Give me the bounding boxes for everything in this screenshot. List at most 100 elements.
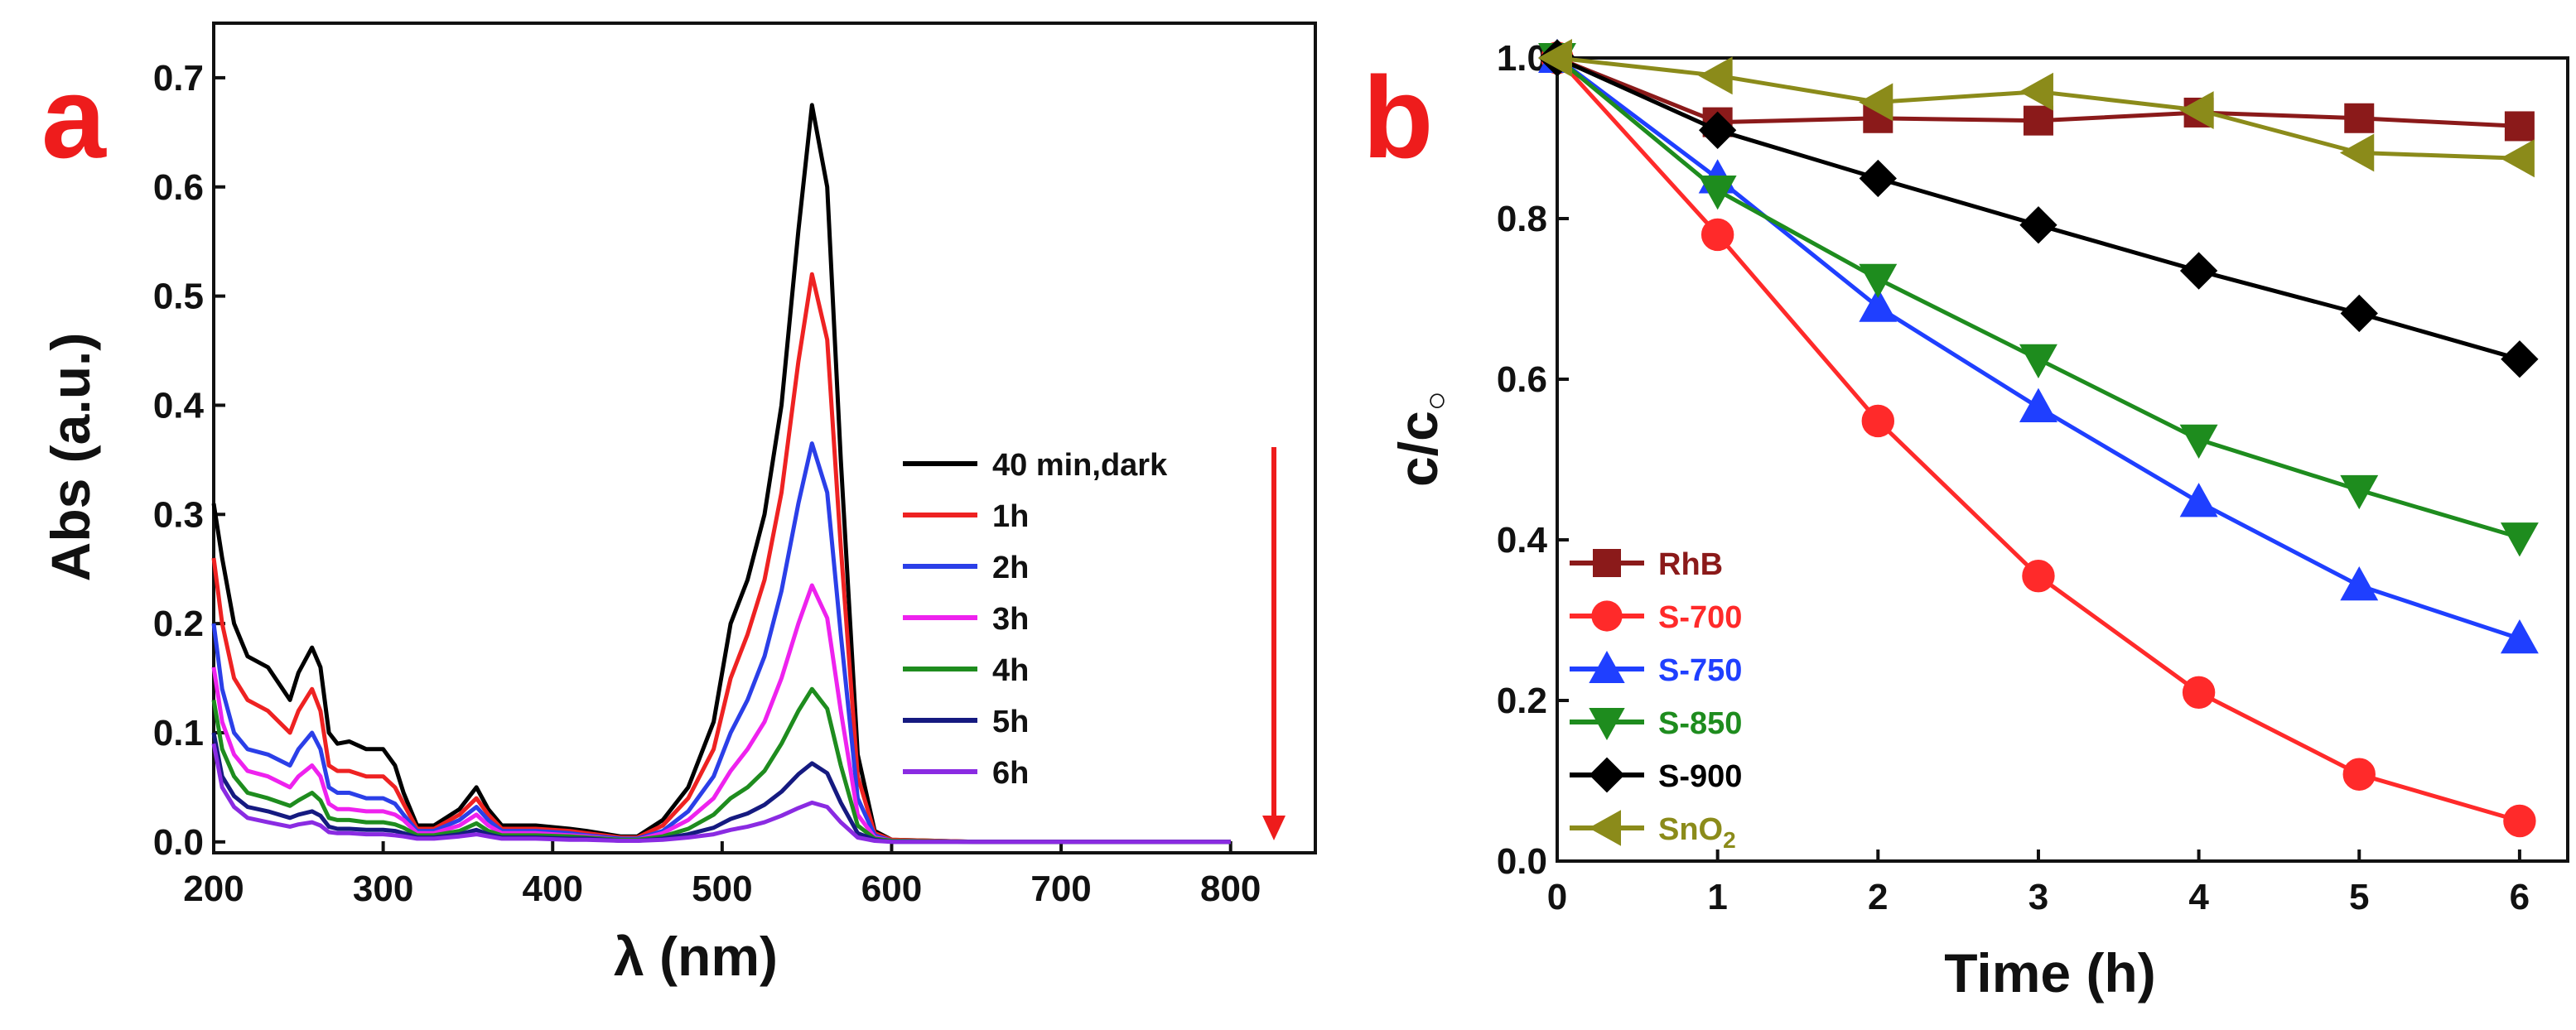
panel-b-y-axis-label: c/c○ (1387, 391, 1454, 487)
data-point-s-850-5 (2340, 474, 2379, 510)
panel-a-x-tick-label: 400 (523, 869, 583, 909)
legend-label-1: 1h (992, 499, 1029, 534)
legend-marker-3 (1589, 708, 1625, 741)
legend-label-2: 2h (992, 551, 1029, 585)
data-point-s-700-1 (1700, 218, 1734, 252)
panel-a-y-tick-label: 0.0 (153, 822, 204, 863)
legend-marker-4 (1589, 757, 1625, 793)
panel-b-axes: 0 1 2 3 4 5 60.00.20.40.60.81.0 (1497, 38, 2569, 917)
panel-a-x-tick-label: 500 (692, 869, 752, 909)
legend-entry-3: S-850 (1658, 706, 1742, 741)
data-point-sno-5 (2339, 133, 2375, 172)
legend-label-3: 3h (992, 602, 1029, 637)
panel-a-x-axis-label: λ (nm) (614, 926, 778, 987)
data-point-s-900-1 (1698, 111, 1737, 149)
panel-a-y-tick-label: 0.6 (153, 167, 204, 208)
legend-entry-0: RhB (1658, 547, 1723, 582)
data-point-s-750-4 (2179, 483, 2218, 517)
legend-entry-2: S-750 (1658, 653, 1742, 688)
legend-entry-name-5: SnO (1658, 812, 1723, 847)
legend-entry-subscript-5: 2 (1723, 827, 1736, 853)
legend-entry-5: SnO2 (1658, 812, 1736, 853)
data-point-s-700-2 (1861, 404, 1895, 438)
data-point-s-900-5 (2340, 294, 2378, 333)
panel-b-x-tick-label: 4 (2188, 877, 2209, 917)
panel-a-y-tick-label: 0.2 (153, 604, 204, 644)
legend-marker-0 (1593, 549, 1621, 577)
panel-b-y-tick-label: 0.0 (1497, 841, 1547, 882)
panel-b-x-tick-label: 5 (2349, 877, 2369, 917)
panel-b-plot-frame (1556, 56, 2569, 863)
panel-b-y-axis-label-group: c/c○ (1387, 391, 1454, 487)
data-point-s-900-2 (1859, 159, 1897, 198)
legend-marker-2 (1589, 650, 1625, 683)
data-point-rhb-5 (2344, 103, 2375, 133)
panel-b-y-tick-label: 0.4 (1497, 520, 1548, 561)
legend-label-6: 6h (992, 756, 1029, 791)
spectrum-line-3 (211, 583, 1231, 845)
data-point-sno-2 (1858, 83, 1893, 122)
legend-entry-name-3: S-850 (1658, 706, 1742, 741)
panel-a-uv-vis-spectra: a 200 300 400 500 600 700 800 0.0 0.1 0.2 0.3 0.4 0.… (40, 22, 1317, 987)
data-point-sno-1 (1698, 56, 1733, 95)
data-point-s-900-3 (2019, 206, 2057, 244)
panel-a-y-tick-label: 0.1 (153, 713, 204, 753)
panel-a-x-tick-label: 700 (1030, 869, 1091, 909)
legend-entry-name-4: S-900 (1658, 759, 1742, 794)
panel-a-series-group (211, 103, 1231, 845)
legend-label-4: 4h (992, 653, 1029, 688)
panel-b-x-tick-label: 6 (2510, 877, 2530, 917)
legend-entry-name-2: S-750 (1658, 653, 1742, 688)
data-point-s-750-2 (1859, 287, 1898, 322)
data-point-rhb-6 (2504, 111, 2535, 142)
data-point-s-850-2 (1859, 263, 1898, 299)
legend-label-5: 5h (992, 705, 1029, 739)
panel-a-label: a (41, 52, 107, 182)
legend-label-0: 40 min,dark (992, 448, 1168, 483)
data-point-s-850-1 (1698, 176, 1737, 210)
panel-a-x-tick-label: 800 (1200, 869, 1261, 909)
panel-b-y-tick-label: 0.8 (1497, 199, 1547, 239)
panel-b-legend: RhB S-700 S-750 S-850 S-900 SnO2 (1570, 547, 1742, 853)
spectrum-line-2 (211, 441, 1231, 845)
data-point-rhb-3 (2023, 105, 2053, 136)
panel-a-legend: 40 min,dark 1h 2h 3h 4h 5h 6h (903, 448, 1168, 791)
panel-a-y-tick-label: 0.4 (153, 385, 205, 426)
legend-marker-5 (1588, 810, 1621, 846)
data-point-s-700-4 (2182, 676, 2216, 709)
panel-b-series-group (1537, 38, 2539, 838)
panel-a-plot-frame (212, 22, 1317, 854)
panel-a-y-axis-label: Abs (a.u.) (40, 333, 101, 582)
data-point-s-700-5 (2342, 758, 2376, 791)
panel-a-x-tick-label: 600 (861, 869, 922, 909)
data-point-s-750-5 (2340, 566, 2379, 601)
data-point-s-900-4 (2179, 252, 2218, 290)
data-point-s-700-3 (2022, 559, 2055, 593)
legend-entry-name-1: S-700 (1658, 600, 1742, 635)
data-point-s-850-6 (2500, 522, 2539, 557)
panel-b-y-tick-label: 0.2 (1497, 681, 1547, 721)
legend-entry-4: S-900 (1658, 759, 1742, 794)
panel-b-y-tick-label: 0.6 (1497, 359, 1547, 400)
panel-b-label: b (1363, 52, 1434, 182)
panel-a-x-tick-label: 300 (353, 869, 413, 909)
decrease-arrowhead (1262, 816, 1286, 840)
panel-b-x-tick-label: 3 (2028, 877, 2048, 917)
panel-b-y-axis-label-main: c/c (1387, 411, 1449, 487)
panel-b-x-tick-label: 0 (1547, 877, 1567, 917)
panel-b-x-tick-label: 1 (1707, 877, 1727, 917)
legend-entry-name-0: RhB (1658, 547, 1723, 582)
data-point-s-750-3 (2019, 387, 2057, 422)
panel-b-x-axis-label: Time (h) (1944, 942, 2155, 1004)
data-point-sno-4 (2179, 91, 2214, 129)
panel-a-y-tick-label: 0.5 (153, 277, 204, 317)
panel-a-axes: 200 300 400 500 600 700 800 0.0 0.1 0.2 0.3 0.4 0.5 0… (153, 22, 1317, 909)
spectrum-line-4 (211, 686, 1231, 845)
data-point-s-850-3 (2019, 344, 2057, 379)
panel-b-degradation-kinetics: b 0 1 2 3 4 5 60.00.20.40.60.81.0 RhBS-700S-75… (1363, 38, 2569, 1004)
data-point-s-700-6 (2503, 804, 2536, 838)
data-point-s-750-6 (2500, 619, 2539, 654)
data-point-s-850-4 (2179, 424, 2218, 460)
legend-entry-1: S-700 (1658, 600, 1742, 635)
